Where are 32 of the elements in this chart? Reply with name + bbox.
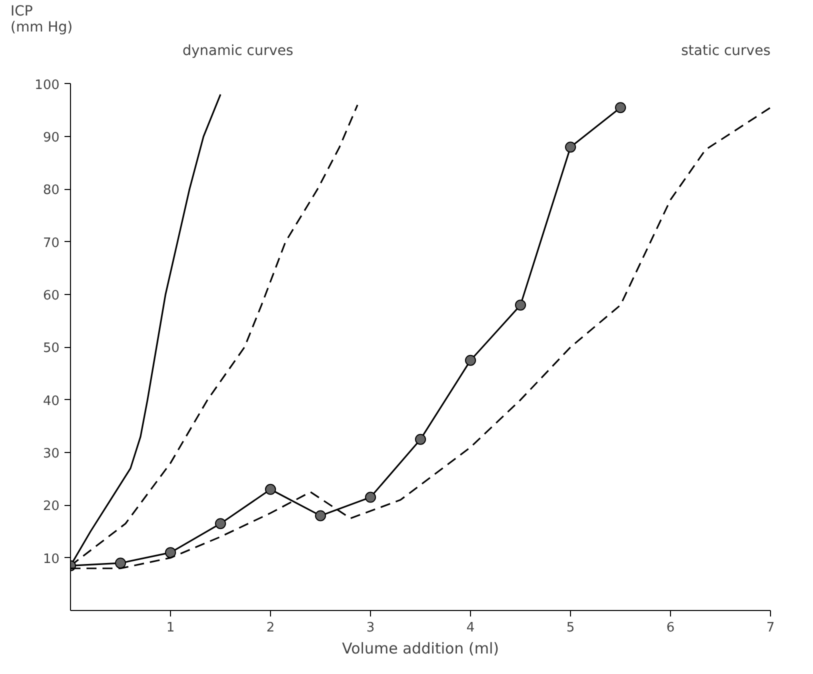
text: dynamic curves [182, 42, 294, 59]
x-tick-label: 6 [666, 620, 675, 636]
y-tick-label: 30 [42, 446, 60, 462]
point [615, 102, 626, 114]
point [115, 558, 126, 569]
point [565, 142, 576, 153]
y-tick-label: 50 [42, 341, 60, 356]
x-tick-label: 5 [566, 620, 575, 636]
point [515, 300, 526, 311]
y-tick-label: 80 [42, 183, 60, 198]
x-tick-label: 3 [366, 620, 375, 636]
x-tick-label: 4 [466, 620, 475, 636]
x-tick-label: 1 [166, 620, 175, 636]
x-tick-label: 2 [266, 620, 275, 636]
y-tick-label: 90 [42, 130, 60, 146]
point [465, 354, 476, 366]
y-tick-label: 40 [42, 394, 60, 409]
y-tick-label: 10 [42, 552, 60, 567]
x-axis-title: Volume addition (ml) [342, 640, 499, 658]
y-tick-label: 70 [42, 236, 60, 251]
text: static curves [681, 42, 771, 59]
point [365, 492, 376, 503]
y-tick-label: 20 [42, 499, 60, 514]
point [265, 484, 276, 495]
point [415, 434, 426, 445]
point [215, 518, 226, 530]
point [315, 510, 326, 522]
x-tick-label: 7 [766, 620, 775, 636]
y-tick-label: 100 [34, 78, 60, 93]
y-axis-title: ICP (mm Hg) [10, 4, 73, 36]
y-tick-label: 60 [42, 288, 60, 304]
point [165, 547, 176, 558]
